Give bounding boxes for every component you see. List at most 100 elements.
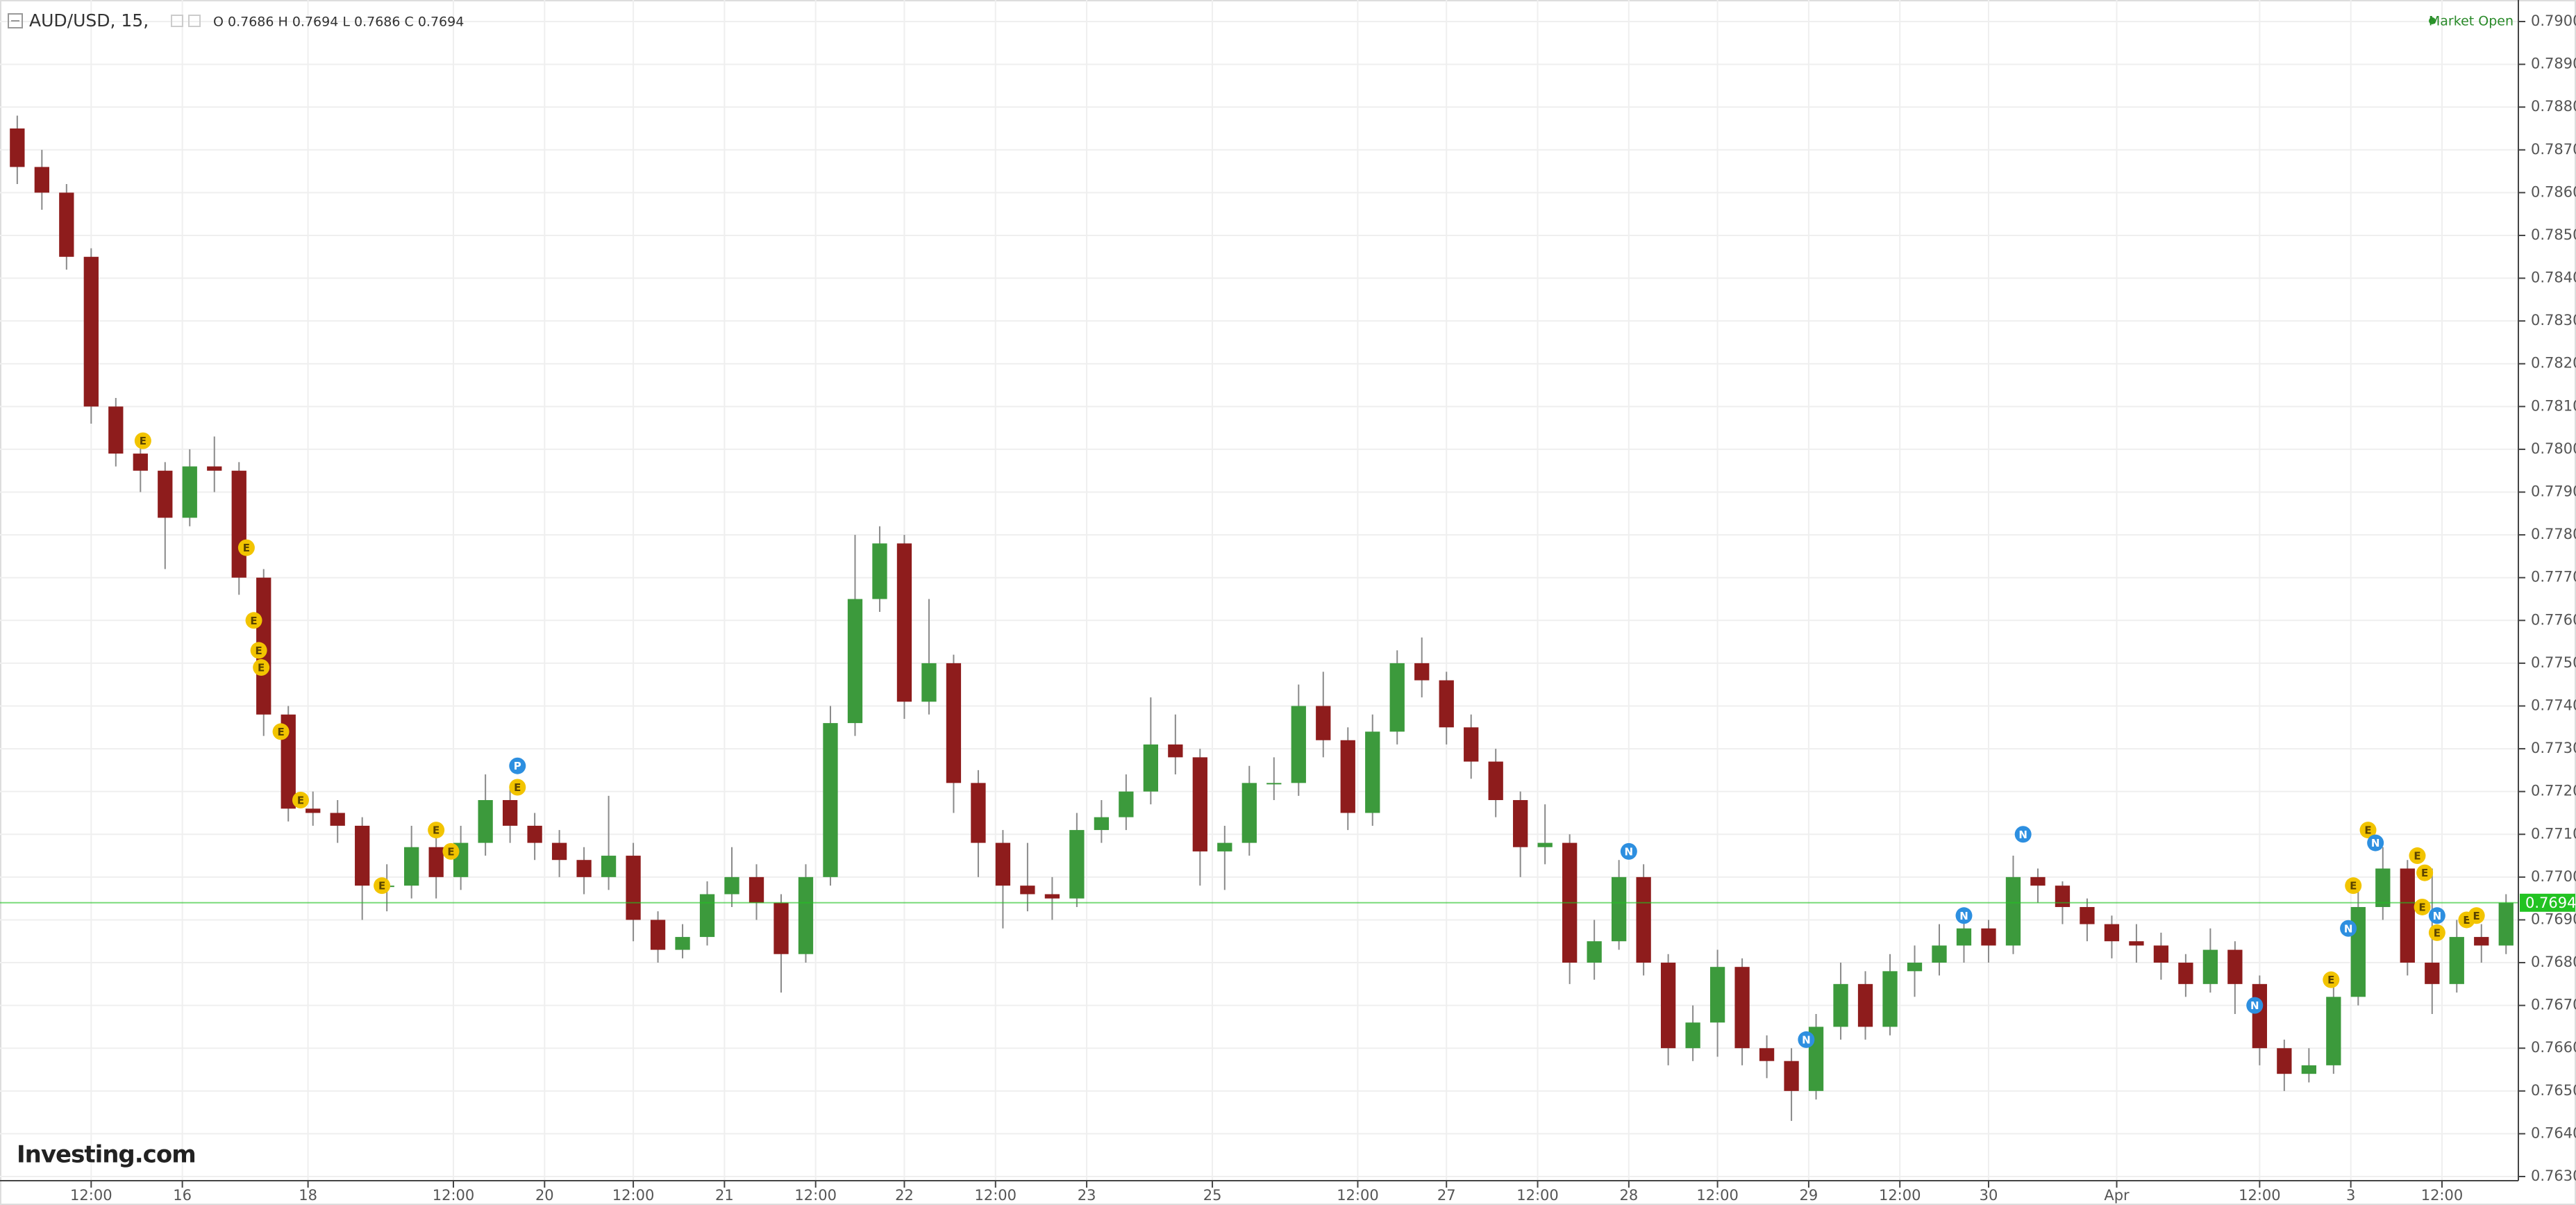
- candle-body: [207, 466, 222, 471]
- event-marker[interactable]: [134, 432, 151, 449]
- candle-body: [1192, 757, 1207, 851]
- candle-body: [1316, 706, 1331, 740]
- event-marker[interactable]: [509, 757, 526, 774]
- event-marker[interactable]: [374, 877, 391, 895]
- event-marker[interactable]: [509, 779, 526, 796]
- collapse-icon[interactable]: [8, 13, 23, 28]
- candle-body: [798, 876, 814, 954]
- event-marker[interactable]: [2014, 826, 2032, 843]
- candle-body: [1439, 680, 1454, 728]
- event-marker[interactable]: [442, 842, 460, 860]
- event-marker[interactable]: [2359, 822, 2377, 839]
- x-tick-label: 12:00: [1516, 1187, 1559, 1204]
- x-tick-label: 12:00: [70, 1187, 112, 1204]
- candle-body: [576, 860, 592, 877]
- candle-body: [527, 825, 542, 843]
- x-tick-label: 16: [173, 1187, 192, 1204]
- candle-body: [158, 470, 173, 518]
- event-label: N: [2433, 910, 2442, 922]
- candle-body: [1168, 744, 1183, 758]
- candle-body: [2449, 937, 2464, 984]
- event-label: E: [2421, 867, 2428, 879]
- x-tick-label: 12:00: [1337, 1187, 1379, 1204]
- event-marker[interactable]: [272, 723, 290, 740]
- header: AUD/USD, 15, O 0.7686 H 0.7694 L 0.7686 …: [8, 10, 2514, 31]
- event-marker[interactable]: [428, 822, 445, 839]
- candle-body: [133, 454, 148, 471]
- event-label: E: [2463, 914, 2470, 926]
- status-dot: [2429, 17, 2436, 24]
- event-label: E: [514, 781, 521, 794]
- event-label: E: [378, 880, 385, 892]
- event-marker[interactable]: [292, 791, 309, 808]
- event-marker[interactable]: [237, 539, 255, 556]
- candle-body: [896, 543, 912, 702]
- event-label: E: [256, 645, 262, 657]
- event-label: N: [1959, 910, 1968, 922]
- event-marker[interactable]: [2367, 834, 2384, 851]
- x-tick-label: 28: [1619, 1187, 1638, 1204]
- candle-body: [2178, 963, 2193, 984]
- candle-body: [2202, 949, 2218, 984]
- candle-body: [1291, 706, 1306, 783]
- event-marker[interactable]: [2428, 907, 2445, 924]
- candle-body: [83, 256, 99, 407]
- candle-body: [699, 894, 715, 938]
- event-marker[interactable]: [1798, 1031, 1815, 1048]
- candle-body: [306, 808, 321, 813]
- candle-body: [1882, 971, 1898, 1027]
- event-marker[interactable]: [253, 659, 270, 676]
- ohlc-readout: O 0.7686 H 0.7694 L 0.7686 C 0.7694: [213, 15, 464, 30]
- event-marker[interactable]: [2468, 907, 2485, 924]
- event-marker[interactable]: [2345, 877, 2362, 895]
- event-marker[interactable]: [2409, 847, 2426, 865]
- candle-body: [675, 937, 690, 950]
- candle-body: [1660, 963, 1676, 1049]
- event-marker[interactable]: [250, 642, 267, 659]
- event-marker[interactable]: [2246, 997, 2264, 1014]
- candle-body: [1907, 963, 1923, 972]
- candle-body: [2153, 945, 2169, 963]
- event-marker[interactable]: [2416, 864, 2434, 881]
- event-marker[interactable]: [1620, 842, 1637, 860]
- event-marker[interactable]: [1955, 907, 1973, 924]
- candle-body: [2277, 1048, 2292, 1074]
- x-tick-label: 23: [1078, 1187, 1096, 1204]
- x-tick-label: 12:00: [612, 1187, 655, 1204]
- event-marker[interactable]: [2428, 924, 2445, 941]
- x-tick-label: 12:00: [1696, 1187, 1739, 1204]
- candle-body: [1266, 783, 1282, 785]
- candle-body: [1044, 894, 1060, 899]
- event-marker[interactable]: [2323, 971, 2340, 988]
- event-marker[interactable]: [2340, 920, 2357, 937]
- market-status: Market Open: [2429, 14, 2514, 29]
- settings-icon[interactable]: [171, 15, 183, 27]
- brand-logo[interactable]: Investing.com: [17, 1141, 196, 1169]
- event-marker[interactable]: [245, 612, 262, 629]
- event-label: N: [2344, 922, 2353, 935]
- event-marker[interactable]: [2414, 898, 2431, 915]
- candle-body: [2030, 876, 2046, 886]
- x-tick-label: 12:00: [2239, 1187, 2281, 1204]
- grid: [0, 0, 2518, 1181]
- candle-body: [971, 783, 986, 843]
- close-icon[interactable]: [188, 15, 201, 27]
- x-tick-label: 12:00: [974, 1187, 1017, 1204]
- last-price-label: 0.7694: [2525, 895, 2576, 911]
- candle-body: [1587, 941, 1602, 963]
- candle-body: [1734, 967, 1750, 1049]
- last-price-box: [2520, 893, 2575, 912]
- candle-body: [1636, 876, 1651, 963]
- candle-body: [626, 856, 641, 920]
